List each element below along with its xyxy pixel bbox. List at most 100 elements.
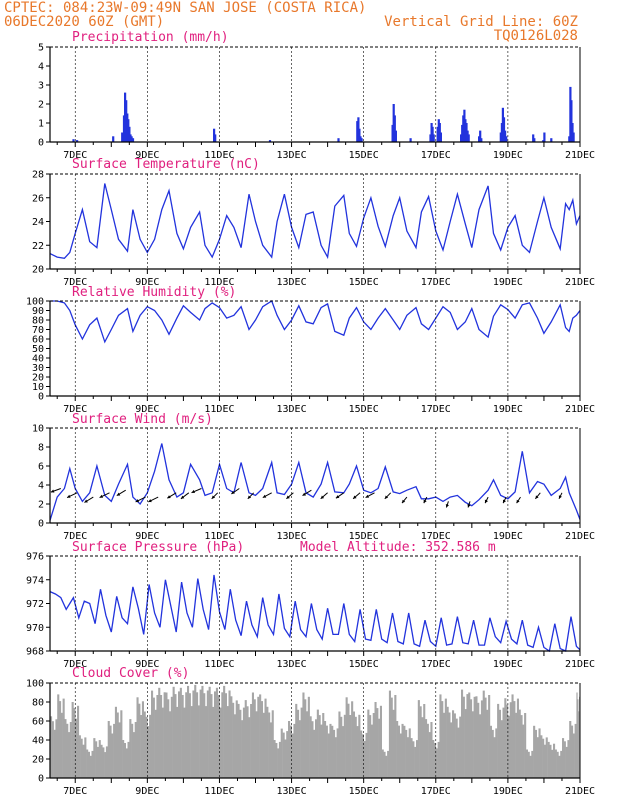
cloud-bar bbox=[55, 719, 58, 778]
cloud-bar bbox=[361, 734, 364, 778]
x-tick-label: 19DEC bbox=[493, 531, 523, 542]
cloud-bar bbox=[131, 723, 134, 778]
cloud-bar bbox=[448, 712, 451, 778]
y-tick-label: 3 bbox=[38, 81, 44, 92]
cloud-bar bbox=[275, 743, 278, 778]
cloud-bar bbox=[250, 704, 253, 778]
y-tick-label: 976 bbox=[26, 552, 44, 563]
cloud-bar bbox=[352, 711, 355, 778]
wind-arrow-head bbox=[167, 495, 171, 499]
cloud-bar bbox=[372, 713, 375, 778]
cloud-bar bbox=[190, 706, 193, 778]
x-tick-label: 17DEC bbox=[421, 786, 451, 797]
y-tick-label: 80 bbox=[32, 316, 44, 327]
cloud-bar bbox=[260, 701, 263, 778]
cloud-bar bbox=[423, 704, 426, 778]
cloud-bar bbox=[331, 725, 334, 779]
precip-bar bbox=[467, 134, 470, 142]
wind-arrow-head bbox=[135, 499, 140, 503]
x-tick-label: 7DEC bbox=[63, 531, 87, 542]
cloud-bar bbox=[495, 728, 498, 778]
temp-series-line bbox=[49, 183, 581, 260]
cloud-bar bbox=[132, 732, 135, 778]
cloud-bar bbox=[383, 751, 386, 778]
precip-title: Precipitation (mm/h) bbox=[72, 30, 229, 45]
y-tick-label: 100 bbox=[26, 679, 44, 690]
cloud-bar bbox=[396, 721, 399, 778]
cloud-bar bbox=[461, 689, 464, 778]
cloud-bar bbox=[291, 733, 294, 778]
cloud-bar bbox=[208, 686, 211, 778]
precip-bar bbox=[572, 132, 575, 142]
cloud-bar bbox=[62, 698, 65, 778]
cloud-bar bbox=[123, 743, 126, 778]
y-tick-label: 60 bbox=[32, 335, 44, 346]
cloud-bar bbox=[154, 709, 157, 778]
cloud-bar bbox=[536, 737, 539, 778]
cloud-bar bbox=[334, 737, 337, 778]
cloud-bar bbox=[50, 716, 53, 779]
cloud-bar bbox=[127, 741, 130, 778]
y-tick-label: 70 bbox=[32, 325, 44, 336]
cloud-bar bbox=[241, 720, 244, 778]
wind-arrow-head bbox=[231, 490, 235, 494]
temp-panel: 20 22 24 26 28 7DEC 9DEC 11DEC 13DEC 15DEC 17DEC 19… bbox=[32, 170, 595, 289]
cloud-bar bbox=[569, 721, 572, 778]
wind-arrow-head bbox=[320, 495, 325, 499]
cloud-bar bbox=[381, 749, 384, 778]
cloud-bar bbox=[185, 692, 188, 778]
cloud-bar bbox=[406, 737, 409, 778]
cloud-bar bbox=[534, 729, 537, 778]
cloud-bar bbox=[363, 741, 366, 778]
cloud-bar bbox=[248, 717, 251, 778]
cloud-bar bbox=[388, 690, 391, 778]
y-tick-label: 30 bbox=[32, 363, 44, 374]
x-tick-label: 11DEC bbox=[204, 659, 234, 670]
pressure-series-line bbox=[49, 574, 581, 653]
cloud-bar bbox=[141, 701, 144, 778]
cloud-bar bbox=[403, 725, 406, 779]
cloud-bar bbox=[302, 692, 305, 778]
x-tick-label: 17DEC bbox=[421, 277, 451, 288]
y-tick-label: 20 bbox=[32, 373, 44, 384]
cloud-bar bbox=[212, 706, 215, 778]
x-tick-label: 17DEC bbox=[421, 531, 451, 542]
cloud-bar bbox=[502, 707, 505, 778]
cloud-bar bbox=[387, 750, 390, 778]
cloud-bar bbox=[507, 715, 510, 778]
cloud-bar bbox=[268, 712, 271, 778]
cloud-bar bbox=[259, 694, 262, 778]
precip-panel: 0 1 2 3 4 5 7DEC 9DEC 11DEC 13DEC 15DEC 17DEC 19DEC 2… bbox=[38, 43, 595, 162]
y-tick-label: 22 bbox=[32, 241, 44, 252]
cloud-bar bbox=[525, 749, 528, 778]
cloud-bar bbox=[122, 740, 125, 778]
cloud-bar bbox=[414, 746, 417, 778]
cloud-bar bbox=[214, 691, 217, 778]
cloud-bar bbox=[486, 709, 489, 778]
precip-bar bbox=[480, 138, 483, 142]
cloud-bar bbox=[479, 714, 482, 778]
y-tick-label: 24 bbox=[32, 217, 44, 228]
y-tick-label: 2 bbox=[38, 500, 44, 511]
x-tick-label: 11DEC bbox=[204, 531, 234, 542]
y-tick-label: 0 bbox=[38, 774, 44, 785]
cloud-bar bbox=[84, 737, 87, 778]
cloud-bar bbox=[498, 709, 501, 778]
x-tick-label: 13DEC bbox=[277, 150, 307, 161]
cloud-bar bbox=[51, 721, 54, 778]
cloud-bar bbox=[466, 694, 469, 778]
cloud-bar bbox=[349, 715, 352, 778]
y-tick-label: 0 bbox=[38, 138, 44, 149]
precip-bar bbox=[502, 117, 506, 142]
cloud-bar bbox=[542, 738, 545, 778]
cloud-bar bbox=[378, 718, 381, 778]
cloud-bar bbox=[562, 738, 565, 778]
x-tick-label: 9DEC bbox=[135, 277, 159, 288]
x-tick-label: 9DEC bbox=[135, 404, 159, 415]
cloud-bar bbox=[351, 701, 354, 778]
cloud-bar bbox=[205, 706, 208, 778]
precip-bar bbox=[409, 138, 412, 142]
cloud-bar bbox=[53, 729, 56, 778]
cloud-bar bbox=[553, 743, 556, 778]
cloud-bar bbox=[342, 726, 345, 778]
